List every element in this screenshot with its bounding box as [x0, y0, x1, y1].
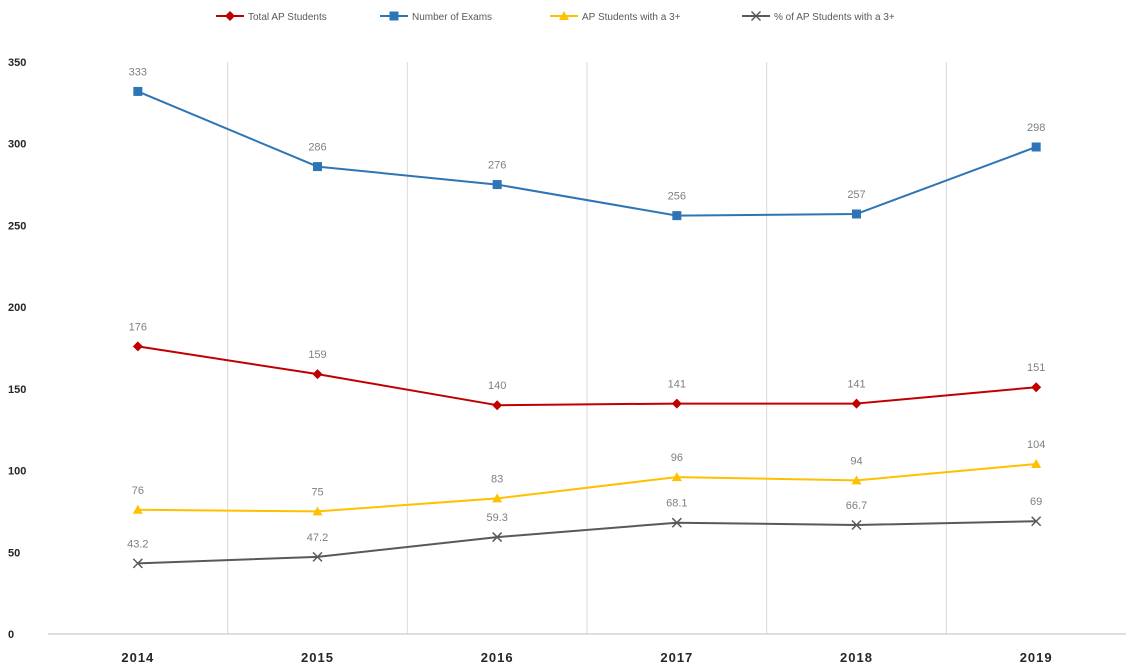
data-point: [672, 211, 682, 221]
data-label: 94: [850, 455, 862, 467]
data-point: [671, 398, 682, 409]
data-point: [312, 369, 323, 380]
data-point: [851, 398, 862, 409]
data-label: 75: [311, 486, 323, 498]
data-point: [132, 558, 143, 569]
x-tick-label: 2015: [301, 650, 334, 665]
x-tick-label: 2019: [1020, 650, 1053, 665]
data-point: [312, 551, 323, 562]
legend-marker: [750, 10, 762, 22]
data-label: 298: [1027, 122, 1045, 134]
legend-marker: [225, 11, 235, 21]
legend-entry: Number of Exams: [380, 11, 492, 23]
data-point: [132, 341, 143, 352]
y-tick-label: 0: [8, 629, 14, 641]
y-tick-label: 200: [8, 302, 26, 314]
data-label: 83: [491, 473, 503, 485]
x-axis-ticks: 2014 2015 2016 2017 2018 2019: [121, 650, 1053, 665]
data-label: 66.7: [846, 500, 867, 512]
data-point: [132, 504, 143, 514]
legend-entry: Total AP Students: [216, 11, 327, 23]
series-line: [137, 345, 1037, 407]
data-point: [492, 493, 503, 503]
series-group: [132, 86, 1042, 569]
gridlines: [227, 62, 947, 634]
data-point: [492, 532, 503, 543]
legend-label: AP Students with a 3+: [582, 12, 681, 23]
data-point: [851, 475, 862, 485]
data-label: 141: [847, 379, 865, 391]
y-tick-label: 300: [8, 139, 26, 151]
data-label: 256: [668, 191, 686, 203]
data-label: 104: [1027, 439, 1045, 451]
x-tick-label: 2017: [660, 650, 693, 665]
legend-entry: % of AP Students with a 3+: [742, 10, 895, 23]
data-label: 43.2: [127, 538, 148, 550]
data-label: 333: [129, 66, 147, 78]
data-label: 257: [847, 189, 865, 201]
data-label: 286: [308, 142, 326, 154]
data-label: 69: [1030, 496, 1042, 508]
data-point: [852, 209, 861, 219]
legend-marker: [559, 11, 569, 20]
data-point: [492, 180, 502, 190]
data-label: 159: [308, 349, 326, 361]
data-label: 141: [668, 379, 686, 391]
y-tick-label: 350: [8, 57, 26, 69]
data-labels: 176 159 140 141 141 151 333 286 276 256 257 298 76 75…: [127, 66, 1045, 550]
legend: Total AP Students Number of Exams AP Stude…: [216, 10, 895, 23]
data-label: 96: [671, 452, 683, 464]
data-point: [851, 519, 862, 531]
data-label: 151: [1027, 362, 1045, 374]
y-tick-label: 150: [8, 384, 26, 396]
data-point: [313, 162, 322, 172]
series-line: [137, 90, 1037, 217]
data-point: [492, 400, 503, 411]
y-axis-ticks: 0 50 100 150 200 250 300 350: [8, 57, 26, 641]
data-label: 59.3: [486, 512, 507, 524]
data-point: [1031, 459, 1042, 469]
data-label: 76: [132, 485, 144, 497]
legend-label: % of AP Students with a 3+: [774, 12, 895, 23]
y-tick-label: 100: [8, 466, 26, 478]
data-label: 140: [488, 380, 506, 392]
data-point: [133, 86, 143, 96]
x-tick-label: 2014: [121, 650, 154, 665]
legend-entry: AP Students with a 3+: [550, 11, 681, 23]
data-point: [671, 517, 682, 528]
data-point: [1031, 382, 1042, 393]
data-point: [1031, 516, 1042, 527]
series-line: [137, 520, 1037, 565]
data-point: [1031, 142, 1041, 152]
y-tick-label: 250: [8, 220, 26, 232]
data-point: [312, 506, 323, 516]
legend-marker: [389, 11, 399, 21]
data-label: 176: [129, 321, 147, 333]
series-line: [137, 463, 1037, 513]
data-label: 68.1: [666, 498, 687, 510]
data-label: 47.2: [307, 532, 328, 544]
x-tick-label: 2016: [481, 650, 514, 665]
legend-label: Number of Exams: [412, 12, 492, 23]
legend-label: Total AP Students: [248, 12, 327, 23]
x-tick-label: 2018: [840, 650, 873, 665]
y-tick-label: 50: [8, 547, 20, 559]
data-point: [671, 472, 682, 482]
data-label: 276: [488, 160, 506, 172]
